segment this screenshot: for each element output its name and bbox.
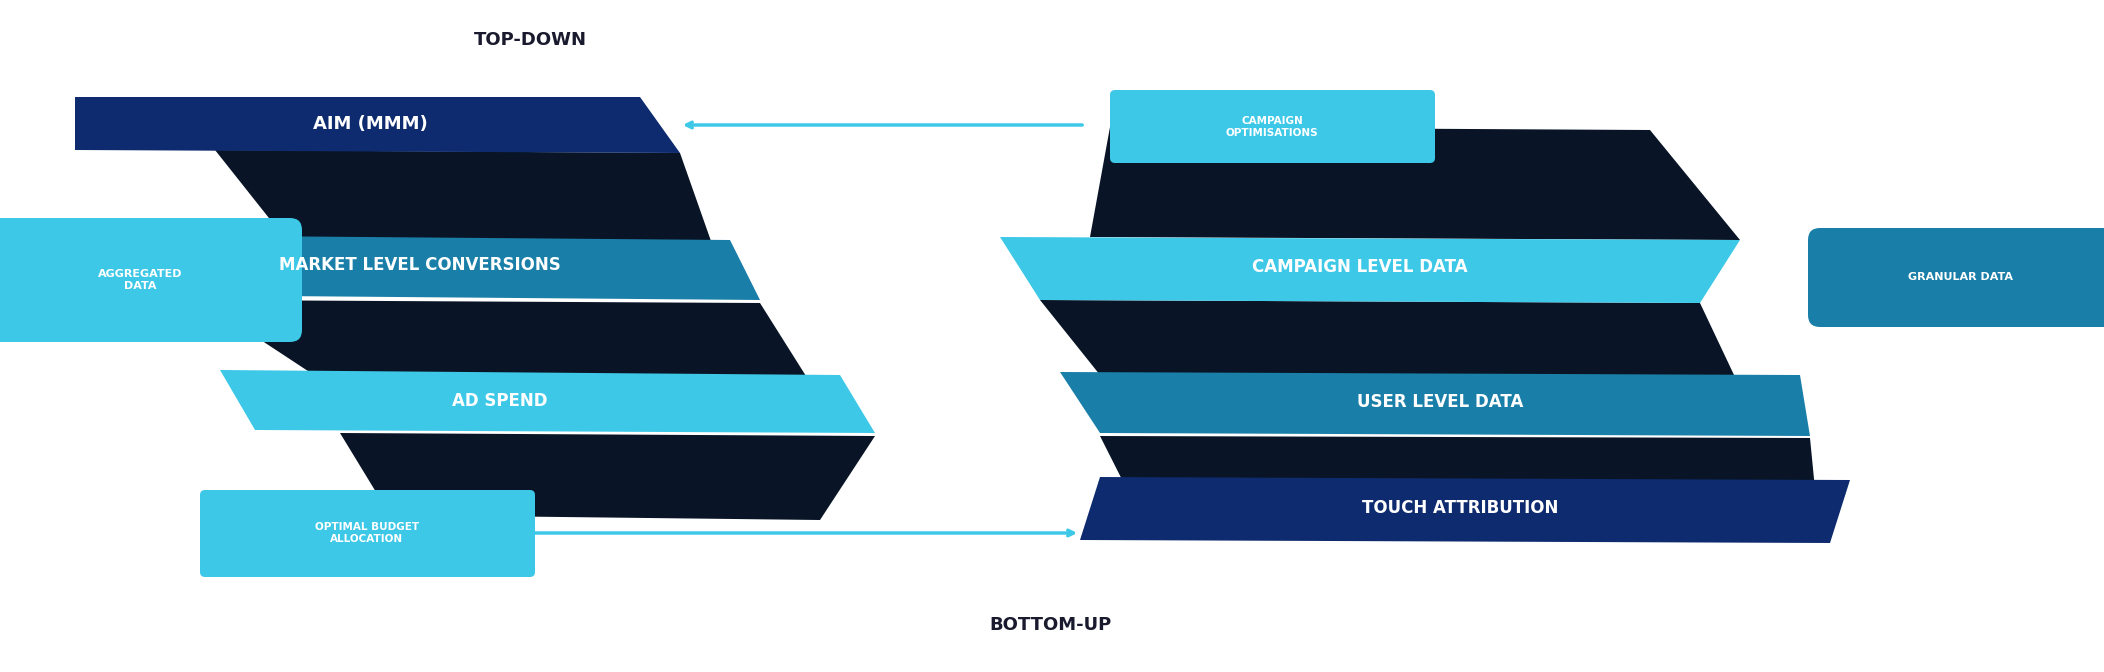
Text: TOP-DOWN: TOP-DOWN (473, 31, 587, 49)
Polygon shape (1039, 300, 1761, 430)
Text: BOTTOM-UP: BOTTOM-UP (989, 616, 1111, 634)
Text: CAMPAIGN LEVEL DATA: CAMPAIGN LEVEL DATA (1252, 258, 1469, 276)
Text: AD SPEND: AD SPEND (452, 392, 547, 410)
Polygon shape (999, 237, 1740, 303)
Polygon shape (215, 150, 730, 295)
Text: OPTIMAL BUDGET
ALLOCATION: OPTIMAL BUDGET ALLOCATION (316, 522, 419, 544)
Polygon shape (120, 235, 760, 300)
Polygon shape (341, 433, 875, 520)
FancyBboxPatch shape (200, 490, 534, 577)
Text: TOUCH ATTRIBUTION: TOUCH ATTRIBUTION (1361, 499, 1559, 517)
Text: GRANULAR DATA: GRANULAR DATA (1908, 272, 2014, 282)
Polygon shape (1090, 127, 1740, 240)
Polygon shape (76, 97, 680, 153)
Text: USER LEVEL DATA: USER LEVEL DATA (1357, 393, 1523, 411)
Text: AIM (MMM): AIM (MMM) (313, 115, 427, 133)
Polygon shape (1079, 477, 1849, 543)
Text: MARKET LEVEL CONVERSIONS: MARKET LEVEL CONVERSIONS (280, 256, 562, 274)
FancyBboxPatch shape (1111, 90, 1435, 163)
Text: AGGREGATED
DATA: AGGREGATED DATA (97, 269, 183, 291)
FancyBboxPatch shape (0, 218, 303, 342)
Polygon shape (200, 300, 839, 430)
Polygon shape (1100, 436, 1820, 540)
FancyBboxPatch shape (1807, 228, 2104, 327)
Polygon shape (1060, 372, 1809, 436)
Polygon shape (221, 370, 875, 433)
Text: CAMPAIGN
OPTIMISATIONS: CAMPAIGN OPTIMISATIONS (1227, 116, 1319, 138)
